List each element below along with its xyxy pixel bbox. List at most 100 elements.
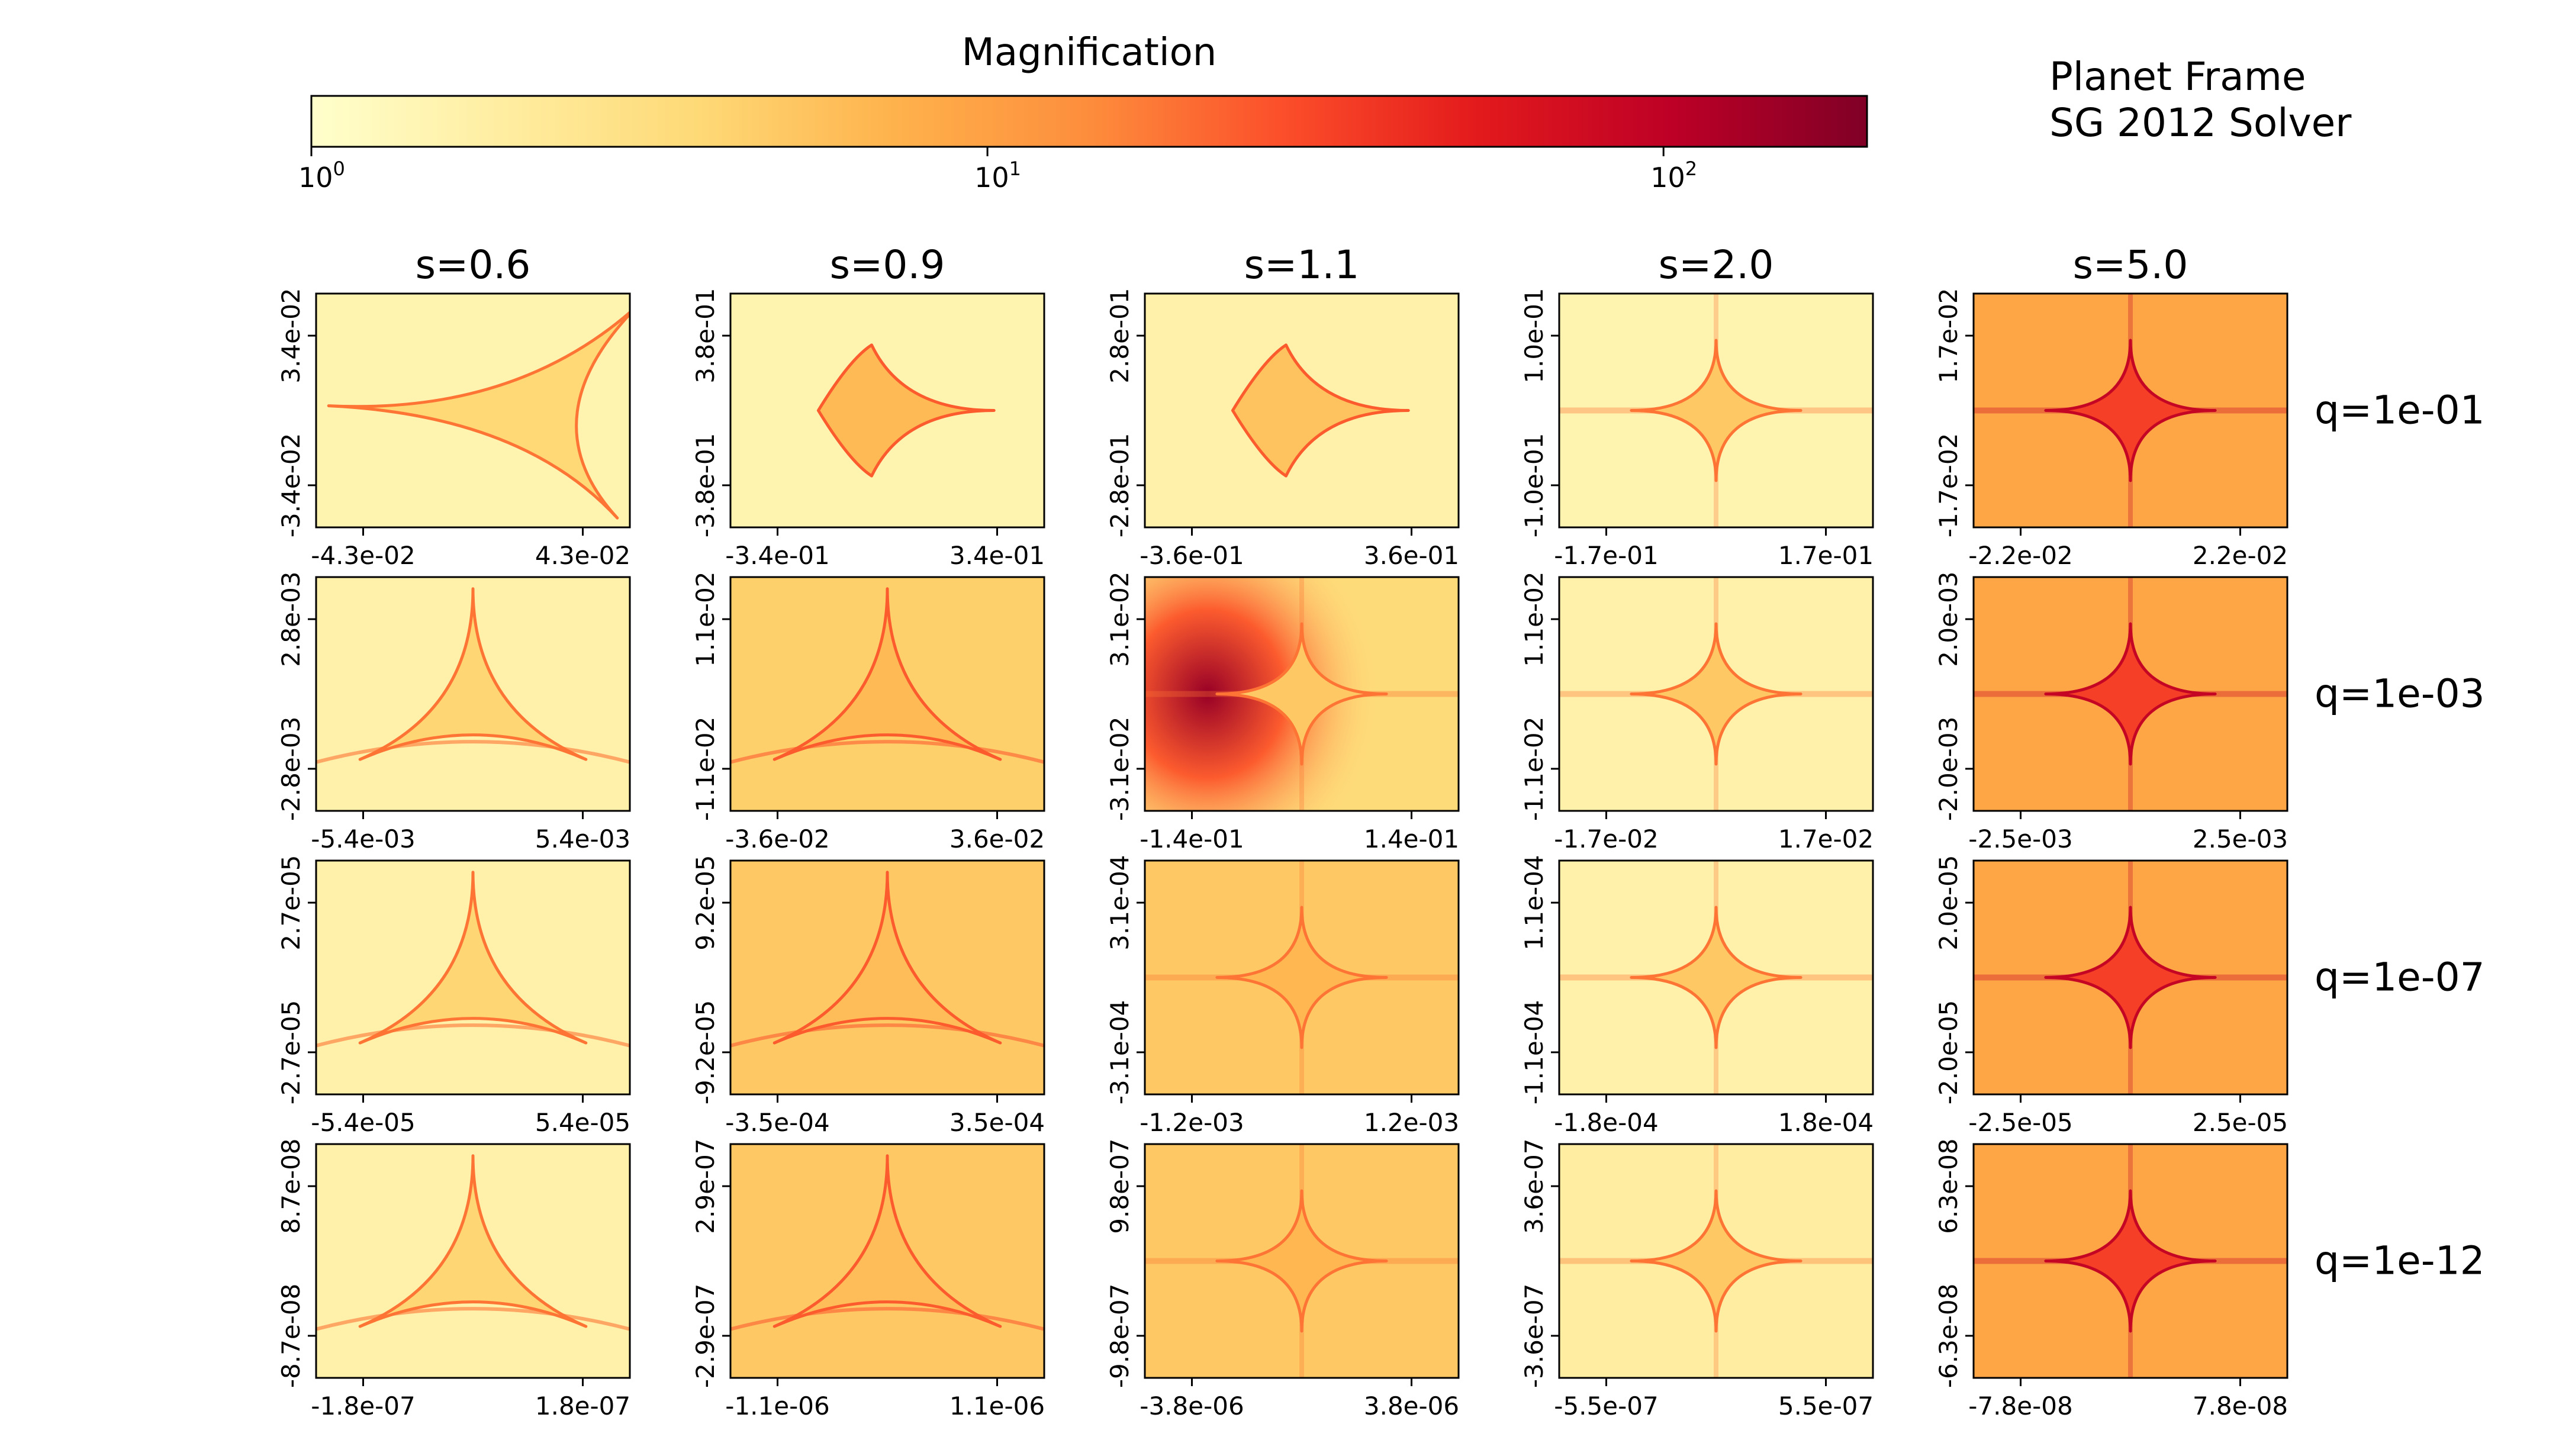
panel: -1.7e-01 1.7e-01 1.0e-01 -1.0e-01	[1520, 288, 1874, 570]
caustic	[772, 587, 1002, 761]
panel: -2.5e-03 2.5e-03 2.0e-03 -2.0e-03	[1934, 571, 2288, 853]
y-tick-label: 2.7e-05	[276, 855, 305, 950]
x-tick-label: 3.5e-04	[949, 1108, 1045, 1137]
panel: -3.5e-04 3.5e-04 9.2e-05 -9.2e-05	[691, 855, 1045, 1137]
panel: -5.5e-07 5.5e-07 3.6e-07 -3.6e-07	[1520, 1138, 1874, 1420]
panel: -2.5e-05 2.5e-05 2.0e-05 -2.0e-05	[1934, 855, 2288, 1137]
x-tick-label: -3.5e-04	[725, 1108, 829, 1137]
x-tick-label: -5.4e-03	[311, 824, 415, 853]
y-tick-label: 6.3e-08	[1934, 1138, 1963, 1233]
column-title: s=5.0	[2073, 242, 2188, 288]
colorbar-ticks: 100 101 102	[298, 147, 1697, 194]
x-tick-label: -1.8e-07	[311, 1391, 415, 1420]
panel: -1.7e-02 1.7e-02 1.1e-02 -1.1e-02	[1520, 571, 1874, 853]
panel: -7.8e-08 7.8e-08 6.3e-08 -6.3e-08	[1934, 1138, 2288, 1420]
y-tick-label: 1.7e-02	[1934, 288, 1963, 383]
y-tick-label: 2.0e-03	[1934, 571, 1963, 666]
x-tick-label: 3.6e-01	[1364, 541, 1459, 570]
panel: -1.2e-03 1.2e-03 3.1e-04 -3.1e-04	[1105, 855, 1460, 1137]
colorbar-label: Magnification	[962, 31, 1217, 75]
panel: -5.4e-05 5.4e-05 2.7e-05 -2.7e-05	[276, 855, 631, 1137]
caustic-arc	[316, 740, 630, 764]
caustic-arc	[730, 740, 1044, 764]
caustic	[1231, 343, 1410, 478]
x-tick-label: 2.5e-03	[2193, 824, 2288, 853]
panel: -1.1e-06 1.1e-06 2.9e-07 -2.9e-07	[691, 1138, 1045, 1420]
panel: -3.6e-02 3.6e-02 1.1e-02 -1.1e-02	[691, 571, 1045, 853]
row-label: q=1e-07	[2315, 955, 2485, 1000]
y-tick-label: 8.7e-08	[276, 1138, 305, 1233]
y-tick-label: 9.8e-07	[1105, 1138, 1134, 1233]
panel: -3.6e-01 3.6e-01 2.8e-01 -2.8e-01	[1105, 288, 1460, 570]
column-title: s=1.1	[1244, 242, 1360, 288]
colorbar-tick-label: 102	[1650, 157, 1697, 194]
y-tick-label: -3.8e-01	[691, 433, 720, 537]
panel: -1.8e-04 1.8e-04 1.1e-04 -1.1e-04	[1520, 855, 1874, 1137]
y-tick-label: -9.2e-05	[691, 1000, 720, 1104]
caustic-arc	[730, 1307, 1044, 1331]
row-label: q=1e-01	[2315, 388, 2485, 433]
caustic-arc	[316, 1023, 630, 1048]
caustic	[772, 871, 1002, 1045]
y-tick-label: -1.1e-04	[1520, 1000, 1549, 1104]
y-tick-label: 3.4e-02	[276, 288, 305, 383]
y-tick-label: -8.7e-08	[276, 1284, 305, 1388]
x-tick-label: -3.8e-06	[1140, 1391, 1244, 1420]
y-tick-label: 1.1e-02	[1520, 571, 1549, 666]
panel-frame	[315, 292, 631, 529]
caustic	[2044, 339, 2217, 482]
x-tick-label: -1.7e-01	[1554, 541, 1658, 570]
caustic	[2044, 906, 2217, 1049]
caustic	[2044, 1189, 2217, 1333]
panel-frame	[1144, 1143, 1460, 1379]
caustic-arc	[730, 1023, 1044, 1048]
caustic	[2044, 622, 2217, 766]
panel-frame	[315, 1143, 631, 1379]
x-tick-label: -2.2e-02	[1968, 541, 2072, 570]
caustic	[1630, 622, 1802, 766]
caustic	[1630, 906, 1802, 1049]
y-tick-label: -2.7e-05	[276, 1000, 305, 1104]
caustic	[358, 1154, 588, 1328]
y-tick-label: 3.6e-07	[1520, 1138, 1549, 1233]
colorbar-tick-label: 100	[298, 157, 345, 194]
x-tick-label: -1.1e-06	[725, 1391, 829, 1420]
panel-frame	[1972, 1143, 2288, 1379]
panel: -5.4e-03 5.4e-03 2.8e-03 -2.8e-03	[276, 571, 631, 853]
x-tick-label: 1.8e-07	[535, 1391, 630, 1420]
column-title: s=2.0	[1659, 242, 1774, 288]
caustic	[1215, 1189, 1388, 1333]
panel-frame	[315, 576, 631, 812]
x-tick-label: 3.4e-01	[949, 541, 1045, 570]
y-tick-label: 1.1e-04	[1520, 855, 1549, 950]
row-label: q=1e-12	[2315, 1238, 2485, 1284]
x-tick-label: -3.6e-01	[1140, 541, 1244, 570]
caustic	[1215, 906, 1388, 1049]
y-tick-label: -3.4e-02	[276, 433, 305, 537]
y-tick-label: -3.1e-04	[1105, 1000, 1134, 1104]
x-tick-label: 2.2e-02	[2193, 541, 2288, 570]
y-tick-label: -1.0e-01	[1520, 433, 1549, 537]
panel-frame	[729, 292, 1045, 529]
panel-frame	[1144, 859, 1460, 1096]
x-tick-label: -2.5e-05	[1968, 1108, 2072, 1137]
x-tick-label: 7.8e-08	[2193, 1391, 2288, 1420]
x-tick-label: 1.4e-01	[1364, 824, 1459, 853]
caustic	[358, 871, 588, 1045]
panel-frame	[1144, 576, 1460, 812]
panel: -3.4e-01 3.4e-01 3.8e-01 -3.8e-01	[691, 288, 1045, 570]
panel-grid: s=0.6 s=0.9 s=1.1 s=2.0 s=5.0 q=1e-01 q=1e-03 q…	[276, 242, 2485, 1420]
y-tick-label: 1.0e-01	[1520, 288, 1549, 383]
panel-frame	[1558, 576, 1874, 812]
y-tick-label: -3.1e-02	[1105, 717, 1134, 821]
x-tick-label: -7.8e-08	[1968, 1391, 2072, 1420]
y-tick-label: -2.9e-07	[691, 1284, 720, 1388]
y-tick-label: 2.8e-01	[1105, 288, 1134, 383]
y-tick-label: -1.1e-02	[691, 717, 720, 821]
panel-frame	[1972, 292, 2288, 529]
x-tick-label: -1.8e-04	[1554, 1108, 1658, 1137]
y-tick-label: 2.9e-07	[691, 1138, 720, 1233]
panel: -3.8e-06 3.8e-06 9.8e-07 -9.8e-07	[1105, 1138, 1460, 1420]
x-tick-label: -4.3e-02	[311, 541, 415, 570]
